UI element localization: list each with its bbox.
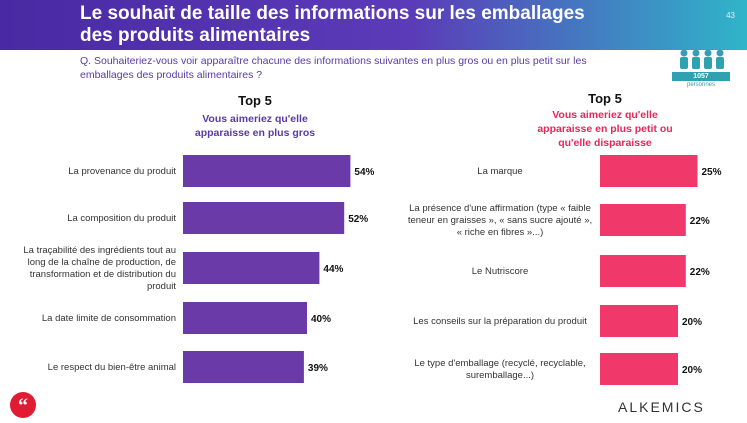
category-label: Les conseils sur la préparation du produ…: [413, 316, 587, 327]
bar: [600, 305, 678, 337]
value-label: 44%: [323, 264, 343, 275]
value-label: 20%: [682, 365, 702, 376]
quote-icon: “: [10, 392, 36, 418]
sample-label: personnes: [686, 82, 716, 88]
bar: [183, 155, 351, 187]
right-heading: Top 5: [588, 91, 622, 106]
category-label: Le type d'emballage (recyclé, recyclable…: [414, 358, 585, 369]
category-label: Le respect du bien-être animal: [48, 362, 176, 373]
category-label: La composition du produit: [67, 213, 176, 224]
bar: [183, 351, 304, 383]
category-label: La marque: [477, 166, 522, 177]
header-banner: Le souhait de taille des informations su…: [0, 0, 747, 50]
category-label: produit: [147, 281, 176, 292]
category-label: La date limite de consommation: [42, 313, 176, 324]
value-label: 40%: [311, 314, 331, 325]
bar: [183, 202, 345, 234]
bar: [183, 252, 320, 284]
title-line-1: Le souhait de taille des informations su…: [80, 3, 585, 24]
chart-right: La marque 25% La présence d'une affirmatio…: [408, 155, 722, 385]
page-title: Le souhait de taille des informations su…: [80, 3, 640, 47]
people-icon: [680, 49, 724, 69]
category-label: La présence d'une affirmation (type « fa…: [409, 203, 591, 214]
bar: [600, 204, 686, 236]
value-label: 54%: [354, 167, 374, 178]
value-label: 52%: [348, 214, 368, 225]
value-label: 25%: [702, 167, 722, 178]
value-label: 39%: [308, 363, 328, 374]
alkemics-logo: ALKEMICS: [618, 399, 705, 415]
category-label: transformation et de distribution du: [30, 269, 176, 280]
category-label: long de la chaîne de production, de: [28, 257, 176, 268]
value-label: 22%: [690, 216, 710, 227]
bar: [600, 353, 678, 385]
category-label: teneur en graisses », « sans sucre ajout…: [408, 215, 592, 226]
svg-text:“: “: [18, 395, 28, 417]
sample-count: 1057: [672, 72, 730, 81]
category-label: Le Nutriscore: [472, 266, 529, 277]
left-heading: Top 5: [238, 93, 272, 108]
value-label: 22%: [690, 267, 710, 278]
right-subtitle: Vous aimeriez qu'elle apparaisse en plus…: [515, 108, 695, 150]
question-line-2: emballages des produits alimentaires ?: [80, 69, 263, 81]
right-subtitle-line-3: qu'elle disparaisse: [558, 137, 652, 149]
left-subtitle-line-1: Vous aimeriez qu'elle: [202, 113, 308, 125]
category-label: « riche en fibres »...): [457, 227, 544, 238]
left-subtitle-line-2: apparaisse en plus gros: [194, 127, 316, 139]
value-label: 20%: [682, 317, 702, 328]
question-line-1: Q. Souhaiteriez-vous voir apparaître cha…: [80, 55, 587, 67]
bar: [600, 155, 698, 187]
bar: [600, 255, 686, 287]
right-subtitle-line-1: Vous aimeriez qu'elle: [552, 109, 658, 121]
category-label: La traçabilité des ingrédients tout au: [23, 245, 176, 256]
survey-question: Q. Souhaiteriez-vous voir apparaître cha…: [80, 54, 650, 82]
right-subtitle-line-2: apparaisse en plus petit ou: [537, 123, 673, 135]
category-label: La provenance du produit: [68, 166, 176, 177]
sample-size-badge: 1057 personnes: [672, 48, 730, 90]
category-label: suremballage...): [466, 370, 534, 381]
title-line-2: des produits alimentaires: [80, 25, 311, 46]
bar: [183, 302, 307, 334]
page-number: 43: [726, 11, 735, 20]
left-subtitle: Vous aimeriez qu'elle apparaisse en plus…: [160, 112, 350, 140]
chart-left: La provenance du produit 54% La compositio…: [23, 155, 375, 383]
